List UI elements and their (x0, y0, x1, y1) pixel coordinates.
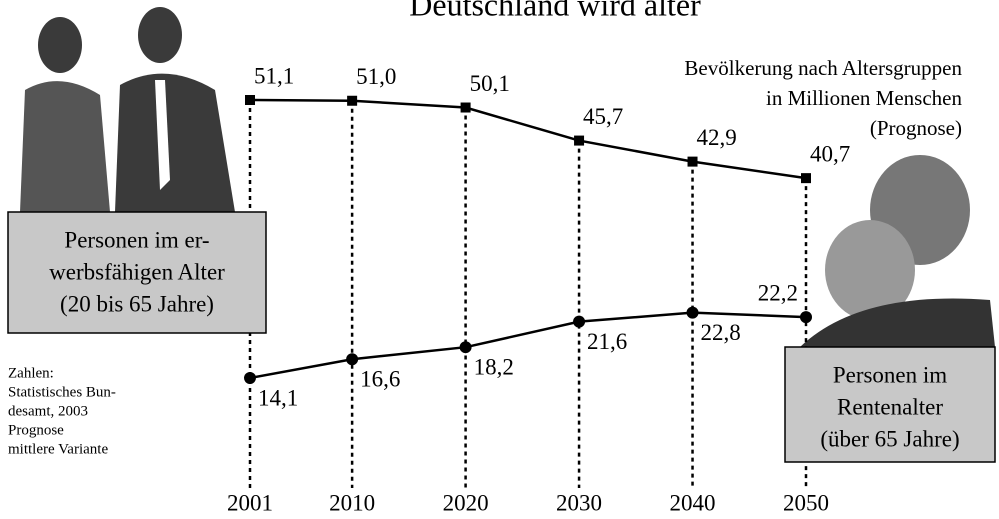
x-tick-label: 2040 (670, 490, 716, 515)
x-tick-label: 2010 (329, 490, 375, 515)
marker (461, 103, 471, 113)
marker (244, 372, 256, 384)
x-tick-label: 2050 (783, 490, 829, 515)
value-label: 21,6 (587, 329, 627, 354)
marker (800, 311, 812, 323)
value-label: 14,1 (258, 385, 298, 410)
legend-label: (20 bis 65 Jahre) (60, 291, 214, 316)
source-note: Statistisches Bun- (8, 384, 116, 400)
value-label: 50,1 (470, 71, 510, 96)
source-note: desamt, 2003 (8, 403, 88, 419)
value-label: 16,6 (360, 366, 400, 391)
marker (688, 157, 698, 167)
value-label: 22,2 (758, 280, 798, 305)
value-label: 42,9 (697, 125, 737, 150)
illustration-seniors (800, 155, 995, 347)
chart: Deutschland wird älter Bevölkerung nach … (0, 0, 999, 519)
source-note: mittlere Variante (8, 441, 108, 457)
subtitle: in Millionen Menschen (766, 86, 962, 110)
marker (460, 341, 472, 353)
legend-label: Rentenalter (837, 394, 943, 419)
marker (687, 307, 699, 319)
marker (245, 95, 255, 105)
illustration-workers (20, 7, 235, 212)
value-label: 18,2 (474, 354, 514, 379)
value-label: 45,7 (583, 104, 623, 129)
legend-label: Personen im er- (64, 227, 209, 252)
x-tick-label: 2001 (227, 490, 273, 515)
marker (574, 136, 584, 146)
subtitle: Bevölkerung nach Altersgruppen (684, 56, 962, 80)
page: {"chart_data": {"type": "line", "title":… (0, 0, 999, 519)
chart-title: Deutschland wird älter (409, 0, 701, 22)
value-label: 22,8 (701, 320, 741, 345)
source-note: Zahlen: (8, 365, 54, 381)
subtitle: (Prognose) (870, 116, 962, 140)
marker (347, 96, 357, 106)
x-tick-label: 2030 (556, 490, 602, 515)
legend-label: Personen im (833, 362, 947, 387)
source-note: Prognose (8, 422, 64, 438)
marker (573, 316, 585, 328)
value-label: 51,0 (356, 64, 396, 89)
legend-label: (über 65 Jahre) (820, 426, 959, 451)
x-tick-label: 2020 (443, 490, 489, 515)
legend-label: werbsfähigen Alter (49, 259, 225, 284)
marker (801, 173, 811, 183)
marker (346, 353, 358, 365)
value-label: 40,7 (810, 141, 850, 166)
value-label: 51,1 (254, 63, 294, 88)
